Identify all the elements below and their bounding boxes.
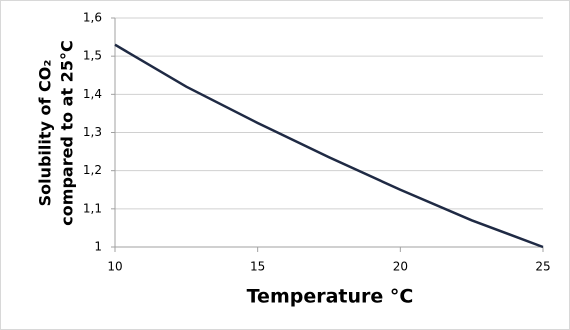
x-axis-title: Temperature °C — [247, 286, 414, 308]
y-tick-label: 1,3 — [83, 125, 102, 139]
y-axis-title-line: compared to at 25°C — [58, 40, 77, 225]
y-tick-label: 1,6 — [83, 11, 102, 25]
data-line — [114, 43, 544, 249]
x-tick-label: 20 — [393, 260, 408, 274]
x-tick-label: 25 — [535, 260, 550, 274]
x-tick-label: 15 — [250, 260, 265, 274]
y-tick-label: 1,2 — [83, 163, 102, 177]
y-axis-title: Solubility of CO₂ compared to at 25°C — [36, 40, 77, 225]
y-tick-label: 1,4 — [83, 87, 102, 101]
y-tick-label: 1,1 — [83, 201, 102, 215]
x-tick-label: 10 — [107, 260, 122, 274]
y-axis-title-line: Solubility of CO₂ — [36, 60, 55, 207]
y-tick-label: 1,5 — [83, 49, 102, 63]
y-tick-label: 1 — [94, 240, 102, 254]
